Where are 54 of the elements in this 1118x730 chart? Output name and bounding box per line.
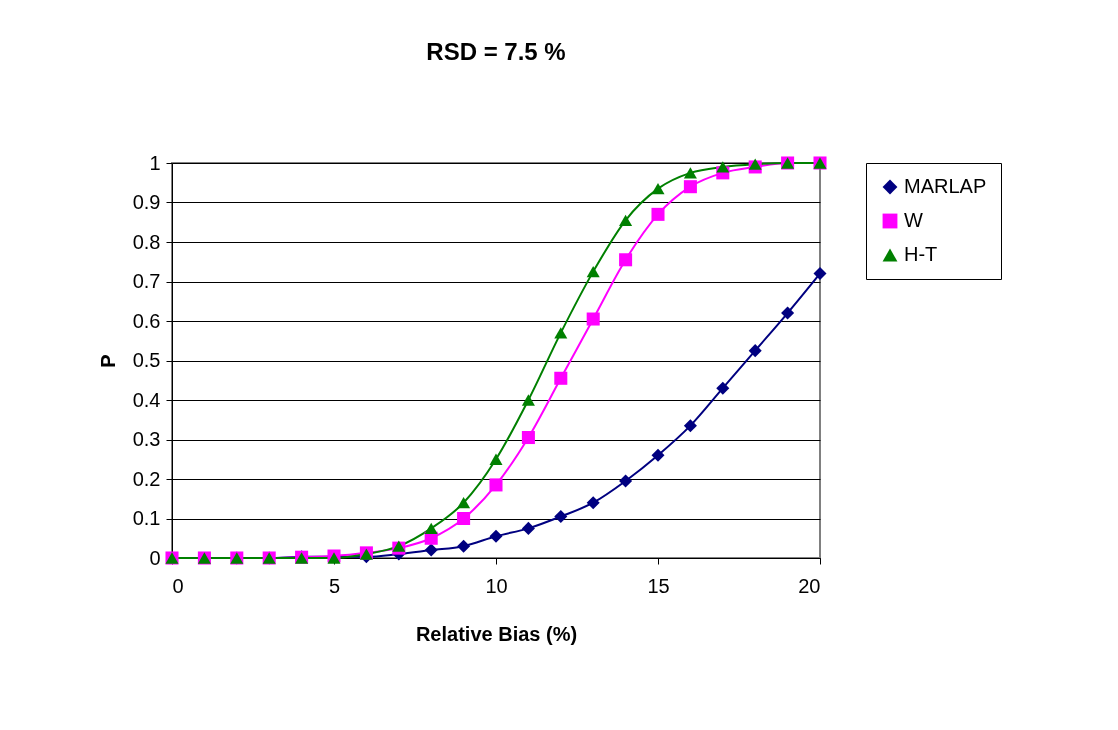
- point: [619, 474, 633, 488]
- x-tick-label: 10: [485, 574, 508, 597]
- y-tick-label: 0.3: [132, 428, 161, 450]
- legend-label: W: [904, 209, 923, 231]
- point: [781, 306, 795, 320]
- y-axis-title: P: [96, 354, 119, 368]
- x-tick-label: 5: [328, 574, 341, 597]
- point: [619, 253, 633, 267]
- point: [813, 267, 827, 281]
- point: [619, 214, 633, 226]
- point: [521, 431, 535, 445]
- point: [457, 497, 471, 509]
- point: [683, 419, 697, 433]
- point: [651, 448, 665, 462]
- x-axis-title: Relative Bias (%): [415, 622, 578, 645]
- y-tick-label: 0.2: [132, 467, 161, 490]
- x-tick-label: 15: [647, 574, 670, 597]
- point: [554, 510, 568, 524]
- point: [716, 381, 730, 395]
- point: [521, 521, 535, 535]
- point: [457, 539, 471, 553]
- point: [651, 207, 665, 221]
- point: [521, 394, 535, 406]
- point: [586, 312, 600, 326]
- x-tick-label: 0: [172, 574, 184, 597]
- y-tick-label: 0: [149, 546, 161, 569]
- legend-label: MARLAP: [904, 175, 987, 197]
- chart-title: RSD = 7.5 %: [426, 38, 566, 65]
- point: [489, 478, 503, 492]
- point: [683, 180, 697, 194]
- point: [683, 167, 697, 179]
- y-tick-label: 0.8: [132, 230, 161, 253]
- point: [586, 265, 600, 278]
- y-tick-label: 0.6: [132, 309, 161, 332]
- point: [489, 529, 503, 543]
- x-tick-label: 20: [798, 574, 821, 597]
- point: [716, 161, 730, 173]
- point: [554, 371, 568, 385]
- point: [424, 522, 438, 535]
- legend-label: H-T: [904, 243, 938, 265]
- point: [651, 183, 665, 195]
- point: [457, 511, 471, 526]
- y-tick-label: 0.5: [132, 349, 161, 371]
- y-tick-label: 0.9: [132, 191, 161, 213]
- y-tick-label: 0.1: [132, 507, 161, 529]
- point: [748, 158, 762, 170]
- point: [424, 543, 438, 557]
- point: [554, 327, 568, 339]
- y-tick-label: 1: [149, 151, 161, 174]
- point: [489, 453, 503, 465]
- y-tick-label: 0.4: [132, 388, 161, 411]
- point: [748, 344, 762, 358]
- point: [586, 496, 600, 510]
- y-tick-label: 0.7: [132, 270, 161, 292]
